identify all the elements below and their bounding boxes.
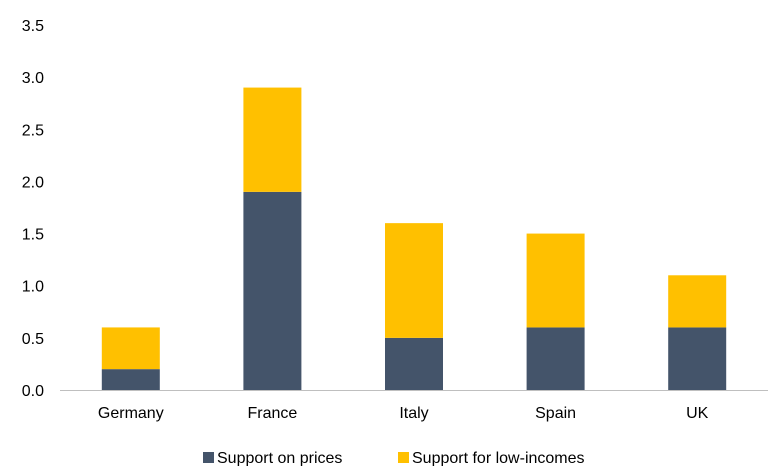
x-axis-tick-labels: Germany France Italy Spain UK (98, 405, 709, 422)
bar-germany-support-on-prices (102, 369, 160, 390)
legend: Support on prices Support for low-incomes (203, 450, 585, 466)
y-tick-label: 3.0 (22, 70, 44, 87)
legend-label: Support for low-incomes (412, 450, 585, 466)
y-tick-label: 2.0 (22, 174, 44, 191)
y-tick-label: 0.0 (22, 383, 44, 400)
bar-germany-support-for-low-incomes (102, 327, 160, 369)
legend-label: Support on prices (217, 450, 342, 466)
y-tick-label: 0.5 (22, 331, 44, 348)
bars (102, 88, 726, 390)
x-tick-label: UK (686, 405, 709, 422)
y-tick-label: 1.5 (22, 227, 44, 244)
x-tick-label: Italy (399, 405, 428, 422)
legend-swatch (203, 452, 214, 463)
y-tick-label: 2.5 (22, 122, 44, 139)
bar-uk-support-for-low-incomes (668, 275, 726, 327)
bar-france-support-for-low-incomes (243, 88, 301, 192)
legend-swatch (398, 452, 409, 463)
bar-italy-support-on-prices (385, 338, 443, 390)
y-tick-label: 1.0 (22, 279, 44, 296)
x-tick-label: France (248, 405, 298, 422)
bar-france-support-on-prices (243, 192, 301, 390)
bar-uk-support-on-prices (668, 327, 726, 390)
y-axis-tick-labels: 0.0 0.5 1.0 1.5 2.0 2.5 3.0 3.5 (22, 18, 44, 400)
y-tick-label: 3.5 (22, 18, 44, 35)
bar-italy-support-for-low-incomes (385, 223, 443, 338)
bar-spain-support-on-prices (527, 327, 585, 390)
bar-spain-support-for-low-incomes (527, 234, 585, 328)
x-tick-label: Germany (98, 405, 164, 422)
x-tick-label: Spain (535, 405, 576, 422)
